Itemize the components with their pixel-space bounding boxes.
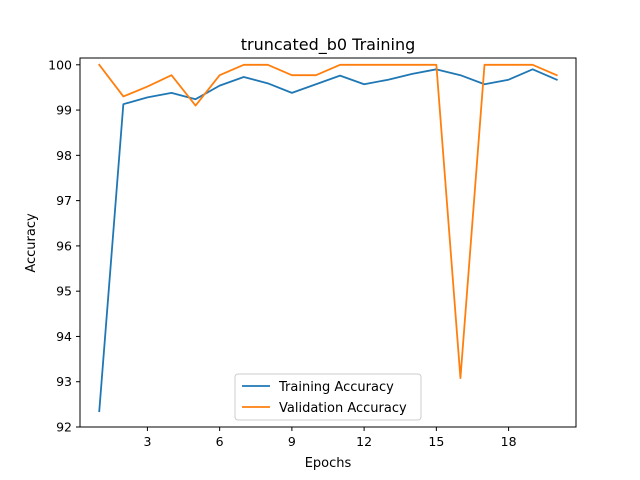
x-tick-label: 18	[501, 434, 517, 449]
plot-series	[97, 63, 558, 413]
y-tick-label: 93	[56, 374, 72, 389]
y-tick-label: 97	[56, 193, 72, 208]
chart-title: truncated_b0 Training	[241, 35, 416, 55]
x-tick-label: 9	[288, 434, 296, 449]
y-tick-label: 98	[56, 148, 72, 163]
x-tick-label: 3	[143, 434, 151, 449]
x-tick-label: 15	[428, 434, 444, 449]
y-tick-label: 99	[56, 103, 72, 118]
legend: Training Accuracy Validation Accuracy	[234, 373, 422, 421]
x-tick-label: 6	[216, 434, 224, 449]
legend-label-validation: Validation Accuracy	[279, 401, 407, 416]
y-axis-ticks: 92 93 94 95 96 97 98 99 100	[48, 57, 80, 435]
y-axis-label: Accuracy	[24, 213, 39, 273]
series-line-training	[98, 68, 558, 413]
y-tick-label: 92	[56, 420, 72, 435]
x-tick-label: 12	[356, 434, 372, 449]
legend-box	[234, 373, 422, 421]
x-axis-label: Epochs	[305, 456, 352, 471]
y-tick-label: 100	[48, 57, 72, 72]
x-axis-ticks: 3 6 9 12 15 18	[143, 427, 517, 449]
y-tick-label: 95	[56, 284, 72, 299]
y-tick-label: 96	[56, 238, 72, 253]
legend-label-training: Training Accuracy	[278, 380, 394, 395]
y-tick-label: 94	[56, 329, 72, 344]
plot-frame	[79, 57, 577, 428]
series-line-validation	[97, 63, 558, 380]
